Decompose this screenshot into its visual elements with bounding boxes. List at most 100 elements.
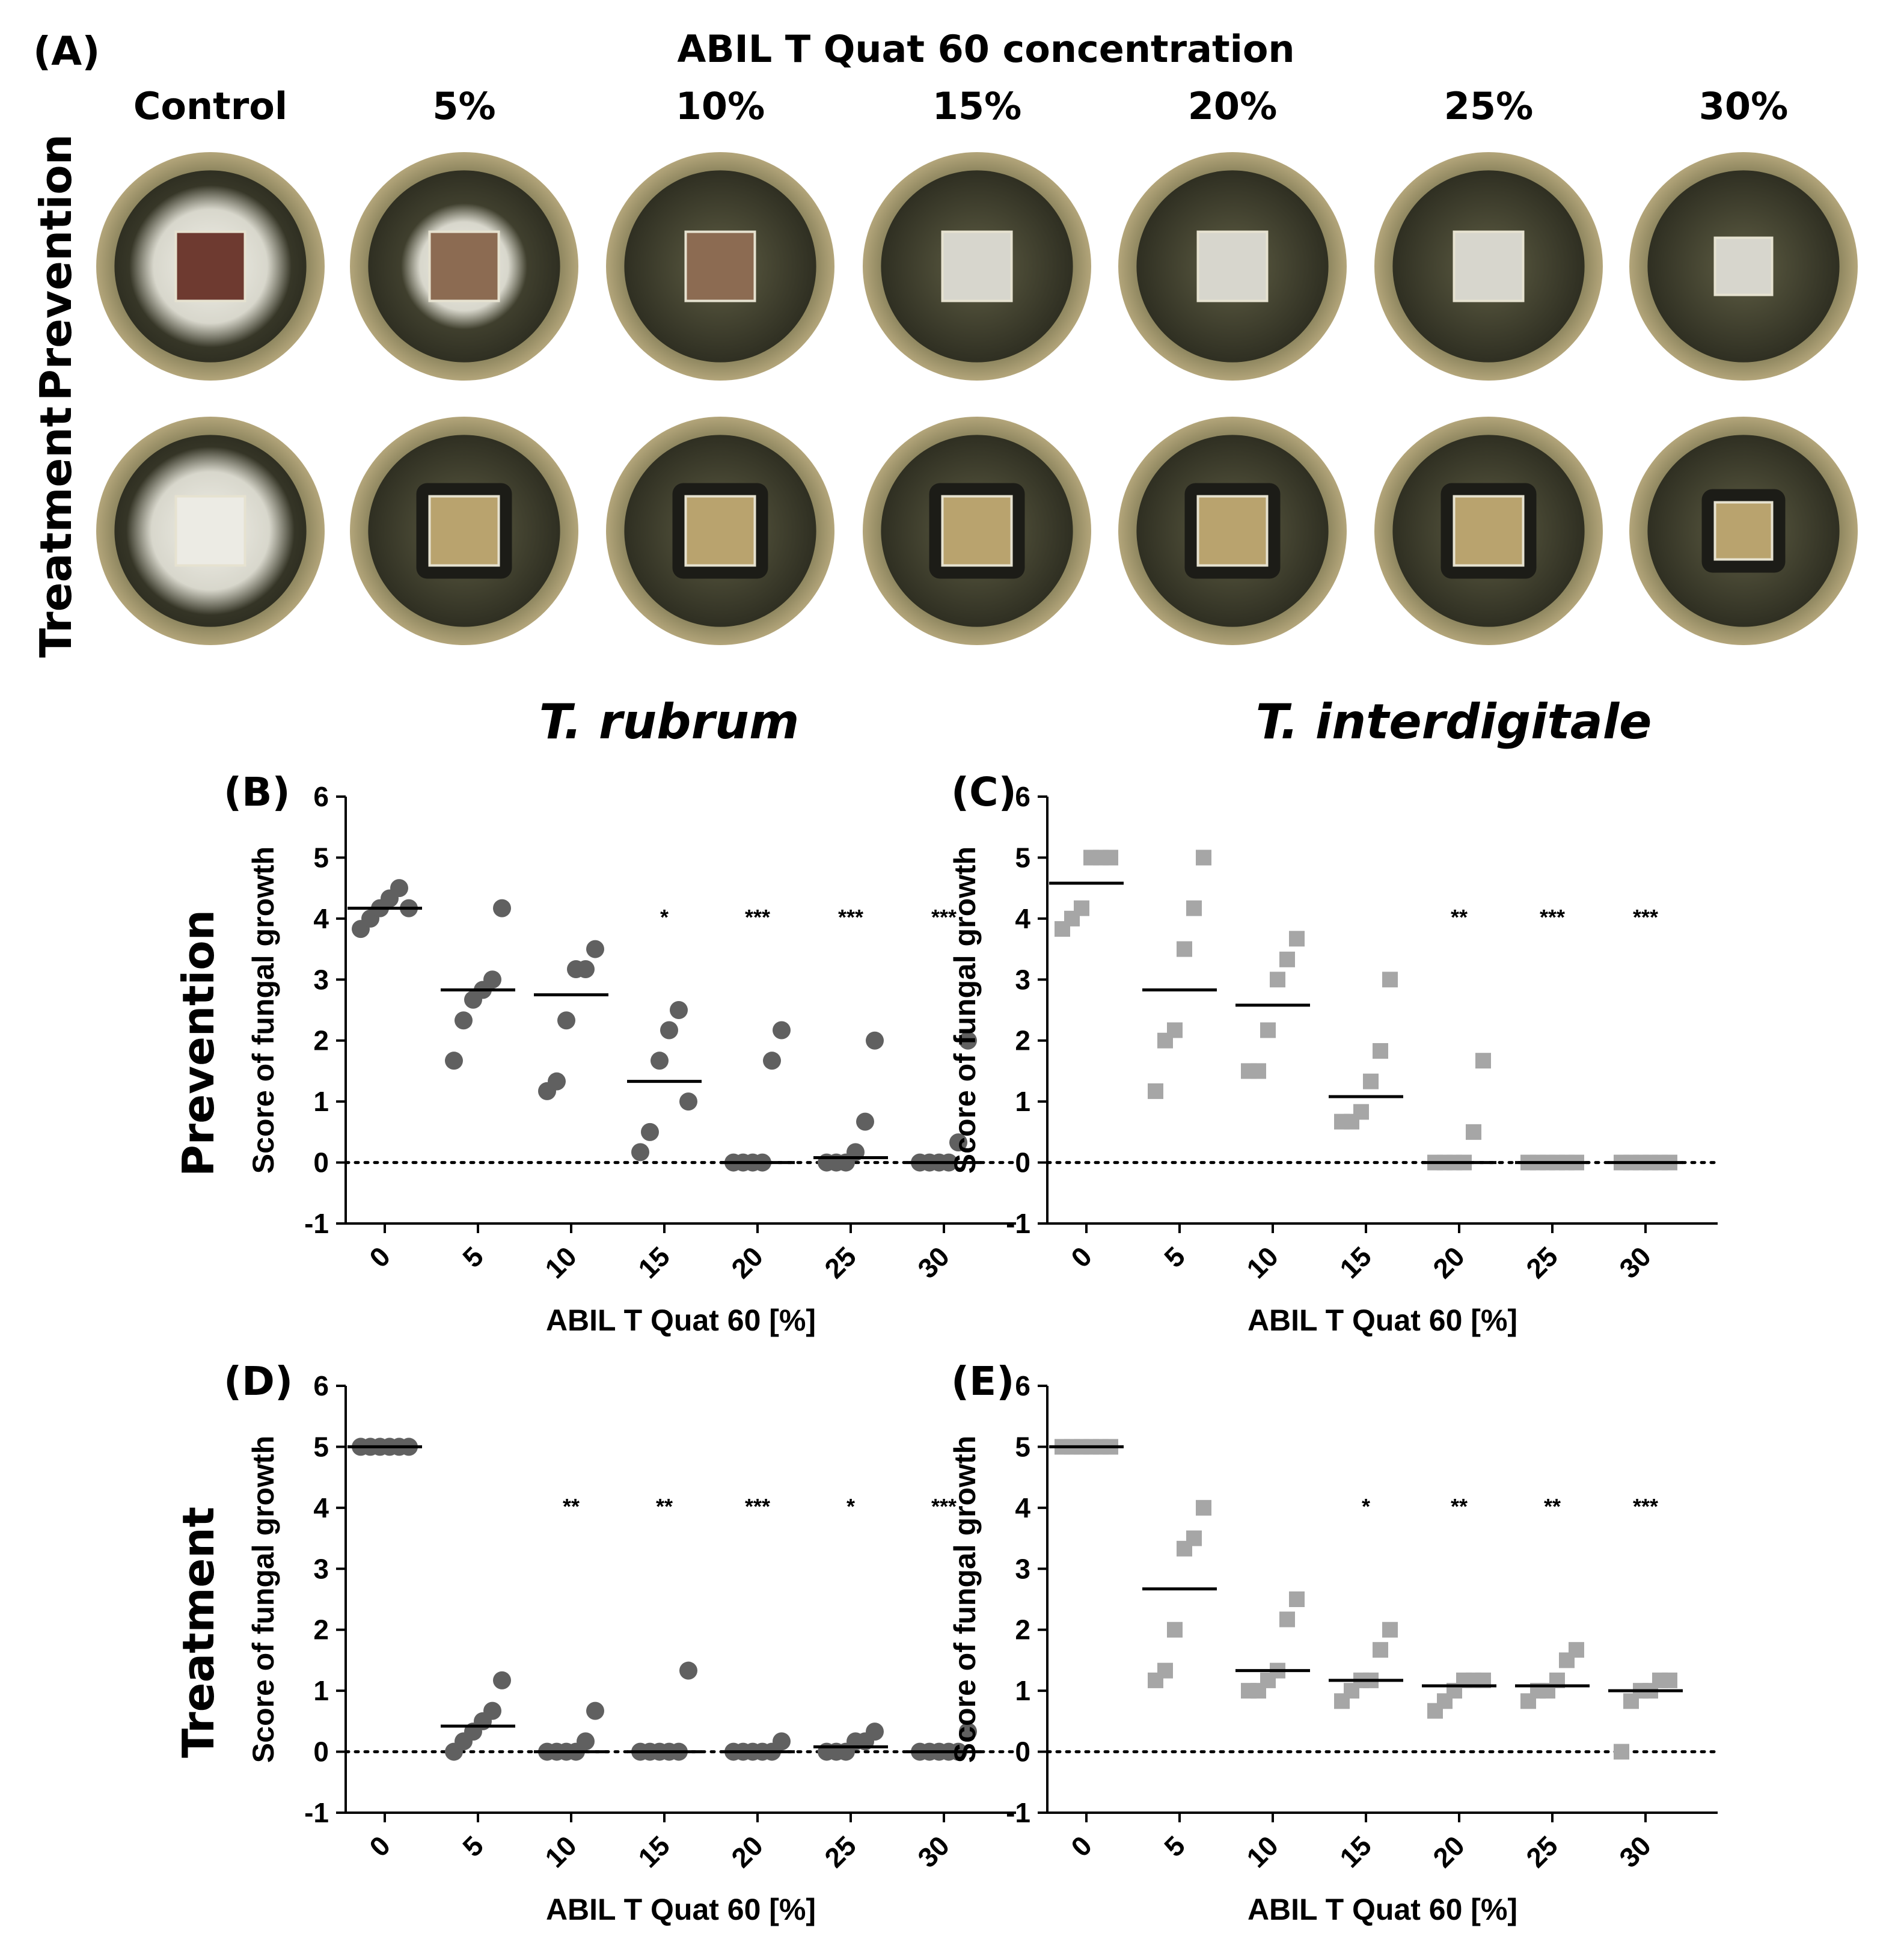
y-tick-label: 4	[1015, 1492, 1030, 1524]
data-point	[959, 1031, 977, 1050]
data-point	[670, 1001, 688, 1019]
column-label-control: Control	[133, 84, 287, 128]
panel-letter: (C)	[951, 769, 1017, 815]
x-tick-label: 20	[1427, 1240, 1471, 1284]
significance-label: **	[1451, 905, 1468, 929]
column-label-20: 20%	[1188, 84, 1277, 128]
column-label-15: 15%	[932, 84, 1021, 128]
data-point	[1373, 1642, 1388, 1658]
data-point	[1466, 1124, 1481, 1140]
species-header-interdigitale: T. interdigitale	[1256, 694, 1652, 750]
chart-b-rubrum-prevention: (B) -1 0 1 2 3 4 5 6 0 5 10 15 20 25 30 ABIL T Quat 60 […	[224, 769, 1018, 1337]
data-point	[1196, 1499, 1211, 1516]
significance-label: ***	[931, 1494, 957, 1519]
y-tick-label: 6	[1015, 1370, 1030, 1401]
chart-c-interdigitale-prevention: (C) -1 0 1 2 3 4 5 6 0 5 10 15 20 25 30 ABIL T Quat 60 […	[948, 769, 1719, 1337]
x-tick-label: 5	[456, 1240, 489, 1273]
y-axis-label: Score of fungal growth	[246, 1436, 280, 1763]
panel-a-row-label-prevention: Prevention	[31, 134, 81, 401]
petri-dish	[606, 152, 834, 381]
significance-label: ***	[838, 905, 863, 929]
petri-dish	[350, 417, 578, 645]
nail-sample	[1713, 501, 1774, 561]
significance-label: ***	[745, 1494, 770, 1519]
panel-a-letter: (A)	[33, 28, 100, 75]
x-tick-label: 20	[1427, 1830, 1471, 1873]
x-tick-label: 25	[1520, 1240, 1564, 1284]
data-point	[1569, 1642, 1584, 1658]
y-tick-label: 0	[313, 1736, 329, 1768]
y-tick-label: 6	[313, 781, 329, 812]
x-tick-label: 20	[725, 1830, 769, 1873]
data-point	[1251, 1063, 1266, 1079]
x-tick-label: 15	[632, 1830, 676, 1873]
data-point	[631, 1143, 649, 1162]
petri-dish	[1118, 417, 1347, 645]
nail-sample	[684, 230, 756, 302]
nail-sample	[174, 230, 246, 302]
panel-letter: (D)	[224, 1358, 293, 1404]
data-point	[483, 1701, 501, 1720]
petri-dish	[1374, 152, 1603, 381]
petri-dish	[1629, 152, 1858, 381]
x-tick-label: 5	[456, 1830, 489, 1863]
petri-dish-grid	[96, 152, 1858, 645]
nail-sample	[428, 495, 500, 567]
data-point	[866, 1723, 884, 1741]
chart-e-interdigitale-treatment: (E) -1 0 1 2 3 4 5 6 0 5 10 15 20 25 30 ABIL T Quat 60 […	[948, 1358, 1719, 1926]
data-point	[679, 1092, 697, 1111]
data-point	[773, 1732, 791, 1751]
data-point	[651, 1052, 669, 1070]
y-tick-label: -1	[1006, 1797, 1030, 1828]
x-tick-label: 0	[363, 1830, 396, 1863]
nail-sample	[1453, 230, 1525, 302]
y-tick-label: 0	[1015, 1147, 1030, 1178]
x-tick-label: 30	[1613, 1240, 1657, 1284]
data-point	[1186, 1530, 1202, 1546]
x-tick-label: 30	[911, 1240, 955, 1284]
x-tick-label: 15	[1333, 1240, 1377, 1284]
y-tick-label: -1	[304, 1797, 329, 1828]
data-point	[483, 970, 501, 989]
panel-a-title: ABIL T Quat 60 concentration	[677, 27, 1294, 71]
petri-dish	[606, 417, 834, 645]
y-tick-label: -1	[304, 1208, 329, 1239]
y-tick-label: 5	[1015, 842, 1030, 873]
nail-sample	[1713, 236, 1774, 296]
significance-label: **	[563, 1494, 580, 1519]
nail-sample	[684, 495, 756, 567]
data-point	[1363, 1073, 1379, 1089]
data-point	[1353, 1104, 1369, 1120]
row-label-prevention: Prevention	[173, 910, 224, 1177]
data-point	[1157, 1662, 1173, 1679]
x-tick-label: 25	[818, 1830, 862, 1873]
x-tick-label: 25	[818, 1240, 862, 1284]
data-point	[390, 879, 408, 898]
x-axis-label: ABIL T Quat 60 [%]	[546, 1893, 816, 1926]
y-tick-label: 0	[313, 1147, 329, 1178]
y-tick-label: 2	[1015, 1025, 1030, 1056]
data-point	[493, 899, 511, 917]
x-tick-label: 10	[539, 1830, 583, 1873]
x-tick-label: 0	[1065, 1830, 1098, 1863]
y-axis-label: Score of fungal growth	[948, 847, 982, 1174]
significance-label: *	[1362, 1494, 1370, 1519]
y-tick-label: 6	[313, 1370, 329, 1401]
y-tick-label: 4	[1015, 903, 1030, 934]
column-label-30: 30%	[1699, 84, 1788, 128]
significance-label: **	[656, 1494, 673, 1519]
panel-a-column-labels: Control 5% 10% 15% 20% 25% 30%	[133, 84, 1788, 128]
x-tick-label: 30	[1613, 1830, 1657, 1873]
y-tick-label: 4	[313, 1492, 329, 1524]
data-point	[1196, 850, 1211, 866]
data-point	[445, 1052, 463, 1070]
x-tick-label: 15	[632, 1240, 676, 1284]
x-tick-label: 20	[725, 1240, 769, 1284]
significance-label: ***	[931, 905, 957, 929]
nail-sample	[1196, 495, 1269, 567]
row-label-treatment: Treatment	[173, 1507, 224, 1758]
significance-label: ***	[1633, 905, 1658, 929]
y-tick-label: 5	[313, 842, 329, 873]
data-point	[577, 1732, 595, 1751]
